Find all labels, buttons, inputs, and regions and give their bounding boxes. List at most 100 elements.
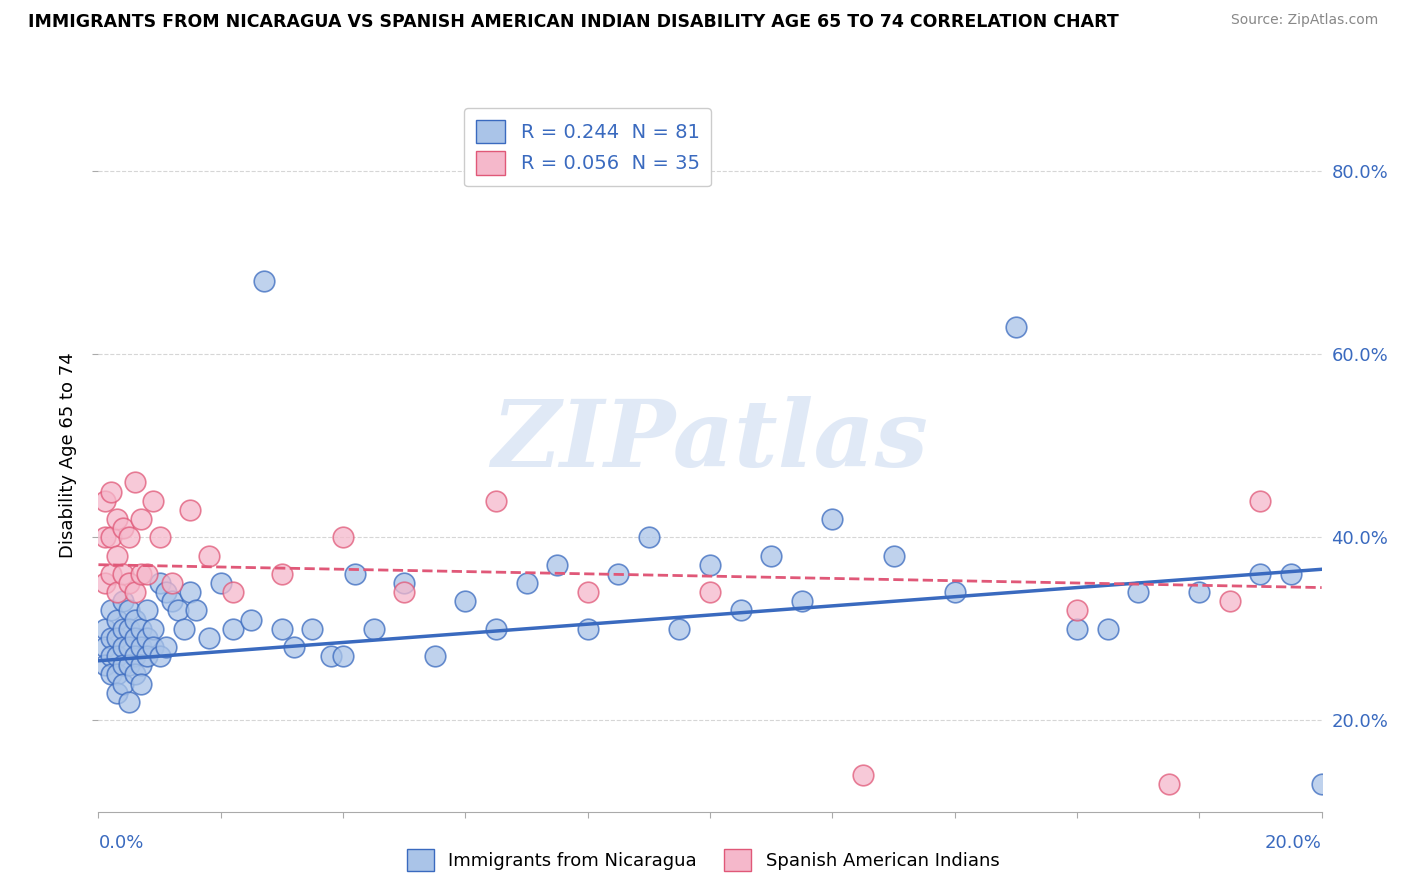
Point: [790, 594, 813, 608]
Point: [142, 622, 165, 636]
Point: [363, 622, 385, 636]
Point: [1249, 493, 1271, 508]
Point: [197, 549, 219, 563]
Point: [111, 676, 134, 690]
Point: [105, 585, 128, 599]
Legend: R = 0.244  N = 81, R = 0.056  N = 35: R = 0.244 N = 81, R = 0.056 N = 35: [464, 108, 711, 186]
Point: [142, 640, 165, 654]
Point: [607, 566, 630, 581]
Point: [142, 493, 165, 508]
Point: [100, 667, 122, 681]
Point: [149, 576, 172, 591]
Point: [105, 512, 128, 526]
Text: 0.0%: 0.0%: [98, 834, 143, 852]
Point: [270, 566, 292, 581]
Point: [852, 768, 875, 782]
Y-axis label: Disability Age 65 to 74: Disability Age 65 to 74: [59, 352, 77, 558]
Point: [1219, 594, 1241, 608]
Point: [136, 566, 159, 581]
Point: [576, 622, 599, 636]
Point: [1066, 622, 1088, 636]
Point: [136, 603, 159, 617]
Point: [1066, 603, 1088, 617]
Point: [637, 530, 661, 544]
Point: [173, 622, 195, 636]
Point: [576, 585, 599, 599]
Point: [1310, 777, 1333, 791]
Point: [332, 530, 354, 544]
Point: [546, 558, 568, 572]
Point: [332, 649, 354, 664]
Point: [197, 631, 219, 645]
Point: [105, 613, 128, 627]
Point: [100, 566, 122, 581]
Point: [105, 649, 128, 664]
Point: [319, 649, 342, 664]
Point: [124, 475, 146, 490]
Point: [124, 613, 146, 627]
Point: [160, 576, 183, 591]
Point: [186, 603, 208, 617]
Point: [485, 622, 508, 636]
Point: [118, 530, 141, 544]
Point: [283, 640, 305, 654]
Point: [93, 622, 115, 636]
Point: [943, 585, 966, 599]
Point: [1188, 585, 1211, 599]
Point: [111, 622, 134, 636]
Point: [240, 613, 263, 627]
Point: [129, 622, 152, 636]
Point: [179, 585, 201, 599]
Point: [423, 649, 446, 664]
Point: [222, 585, 245, 599]
Point: [124, 631, 146, 645]
Point: [118, 603, 141, 617]
Point: [155, 585, 177, 599]
Point: [105, 667, 128, 681]
Point: [516, 576, 538, 591]
Point: [136, 649, 159, 664]
Point: [1279, 566, 1302, 581]
Point: [93, 493, 115, 508]
Point: [1004, 319, 1026, 334]
Point: [1249, 566, 1271, 581]
Text: Source: ZipAtlas.com: Source: ZipAtlas.com: [1230, 13, 1378, 28]
Point: [179, 503, 201, 517]
Point: [129, 566, 152, 581]
Point: [301, 622, 323, 636]
Point: [100, 603, 122, 617]
Point: [149, 530, 172, 544]
Point: [1157, 777, 1180, 791]
Point: [118, 622, 141, 636]
Point: [129, 676, 152, 690]
Point: [344, 566, 367, 581]
Point: [136, 631, 159, 645]
Point: [118, 695, 141, 709]
Point: [155, 640, 177, 654]
Point: [209, 576, 232, 591]
Point: [93, 576, 115, 591]
Point: [118, 576, 141, 591]
Point: [160, 594, 183, 608]
Point: [167, 603, 190, 617]
Point: [1128, 585, 1150, 599]
Text: ZIPatlas: ZIPatlas: [492, 396, 928, 485]
Point: [124, 585, 146, 599]
Point: [124, 649, 146, 664]
Point: [105, 631, 128, 645]
Point: [222, 622, 245, 636]
Point: [392, 585, 416, 599]
Point: [699, 558, 721, 572]
Point: [485, 493, 508, 508]
Point: [252, 274, 274, 288]
Point: [105, 549, 128, 563]
Point: [129, 658, 152, 673]
Point: [1097, 622, 1119, 636]
Point: [93, 640, 115, 654]
Point: [118, 640, 141, 654]
Point: [111, 521, 134, 535]
Point: [129, 640, 152, 654]
Point: [124, 667, 146, 681]
Point: [100, 631, 122, 645]
Point: [883, 549, 905, 563]
